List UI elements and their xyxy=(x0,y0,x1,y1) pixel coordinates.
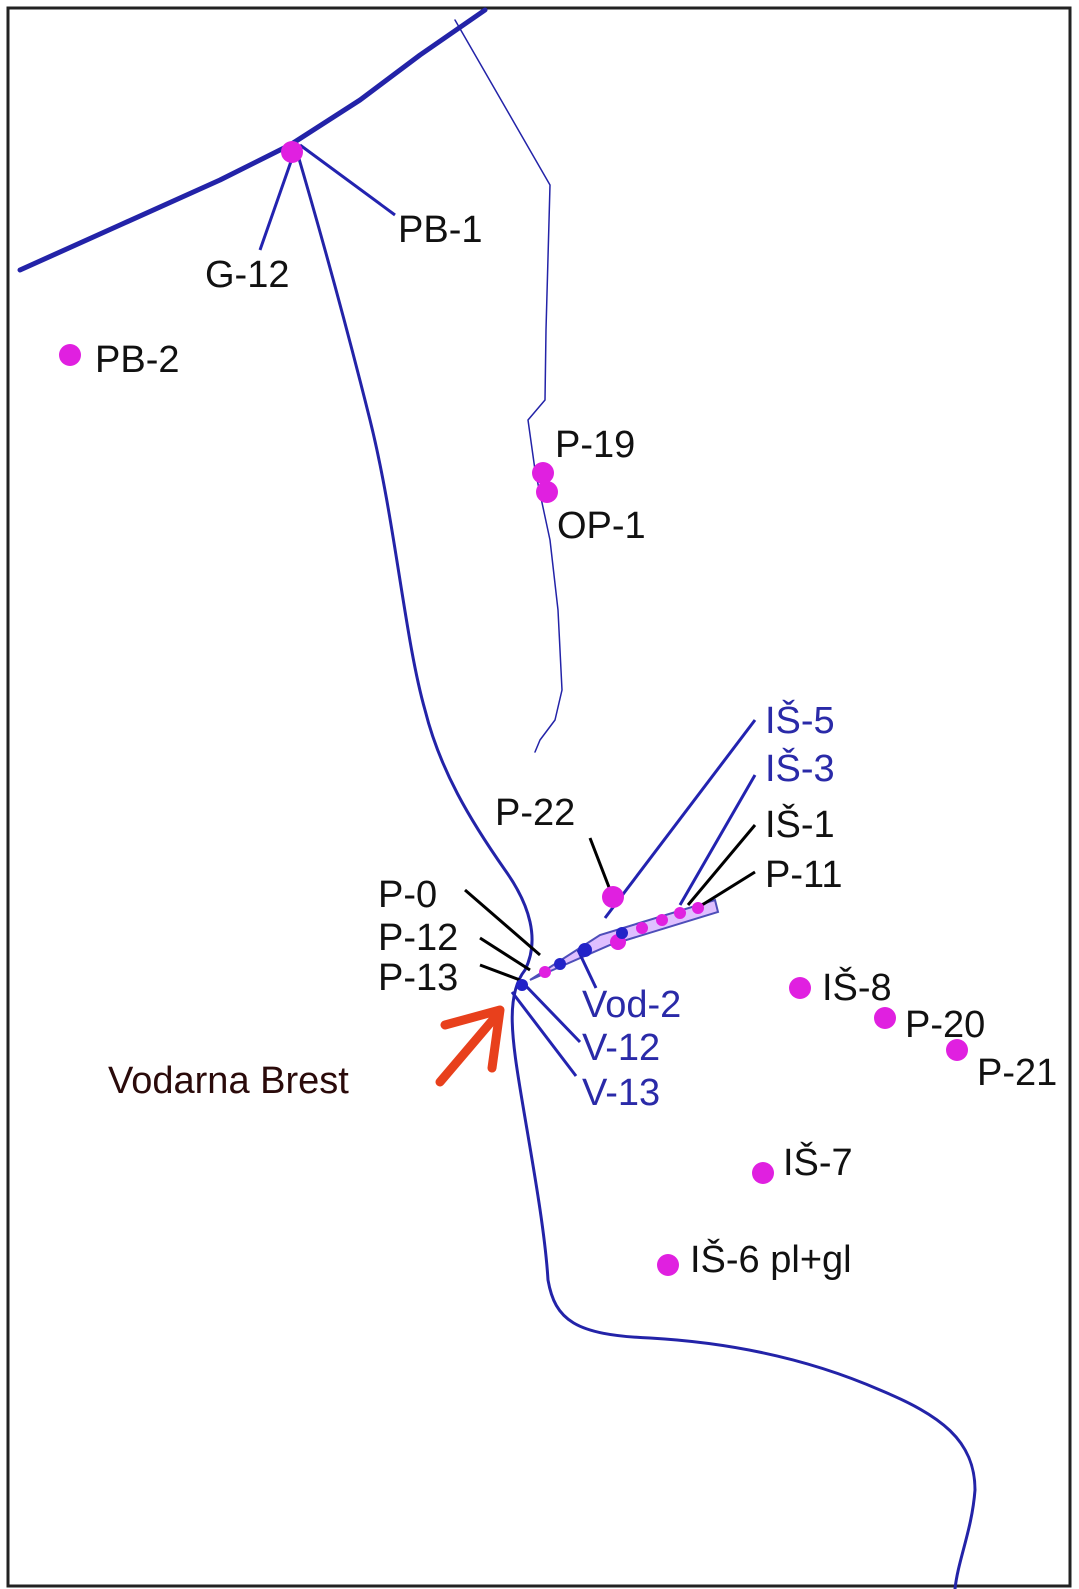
arrow xyxy=(435,1005,505,1087)
river xyxy=(293,143,977,1589)
well xyxy=(874,1007,896,1029)
well xyxy=(578,943,592,957)
leader xyxy=(678,774,757,906)
label: PB-2 xyxy=(95,339,179,381)
well xyxy=(692,902,704,914)
label: P-0 xyxy=(378,874,437,916)
well xyxy=(281,141,303,163)
label: V-12 xyxy=(582,1027,660,1069)
label: PB-1 xyxy=(398,209,482,251)
well xyxy=(789,977,811,999)
label: P-21 xyxy=(977,1052,1057,1094)
label: IŠ-8 xyxy=(822,965,892,1009)
well xyxy=(59,344,81,366)
well xyxy=(532,462,554,484)
map-frame xyxy=(6,6,1072,1588)
leader xyxy=(701,870,756,907)
label: P-19 xyxy=(555,424,635,466)
well xyxy=(602,886,624,908)
arrow-head xyxy=(440,1005,505,1073)
well xyxy=(539,966,551,978)
leader xyxy=(299,143,396,217)
label: Vod-2 xyxy=(582,984,681,1026)
label: P-11 xyxy=(765,854,842,896)
label: IŠ-7 xyxy=(783,1140,853,1184)
label: P-22 xyxy=(495,792,575,834)
leader xyxy=(464,888,541,957)
label: IŠ-3 xyxy=(765,746,835,790)
leader xyxy=(479,963,521,982)
leader xyxy=(603,719,757,919)
leader-lines xyxy=(258,143,757,1077)
label: P-13 xyxy=(378,957,458,999)
well xyxy=(674,907,686,919)
leader xyxy=(479,936,531,972)
well xyxy=(752,1162,774,1184)
wells xyxy=(59,141,968,1276)
label: IŠ-6 pl+gl xyxy=(690,1237,852,1281)
stream xyxy=(454,19,563,753)
well xyxy=(536,481,558,503)
leader xyxy=(576,949,598,989)
label: Vodarna Brest xyxy=(108,1060,349,1102)
well xyxy=(657,1254,679,1276)
label: P-20 xyxy=(905,1004,985,1046)
well xyxy=(636,922,648,934)
well xyxy=(516,979,528,991)
well xyxy=(554,958,566,970)
leader xyxy=(686,824,757,906)
well xyxy=(656,914,668,926)
well xyxy=(616,927,628,939)
leader xyxy=(523,983,582,1044)
label: G-12 xyxy=(205,254,289,296)
arrow-shaft xyxy=(435,1010,502,1087)
label: OP-1 xyxy=(557,505,646,547)
label: P-12 xyxy=(378,917,458,959)
label: IŠ-1 xyxy=(765,802,835,846)
leader xyxy=(588,837,614,896)
well xyxy=(946,1039,968,1061)
labels: PB-1 G-12 PB-2 P-19 OP-1 IŠ-5 IŠ-3 IŠ-1 … xyxy=(95,209,1057,1281)
label: IŠ-5 xyxy=(765,698,835,742)
leader xyxy=(258,149,297,251)
label: V-13 xyxy=(582,1072,660,1114)
leader xyxy=(510,991,578,1077)
